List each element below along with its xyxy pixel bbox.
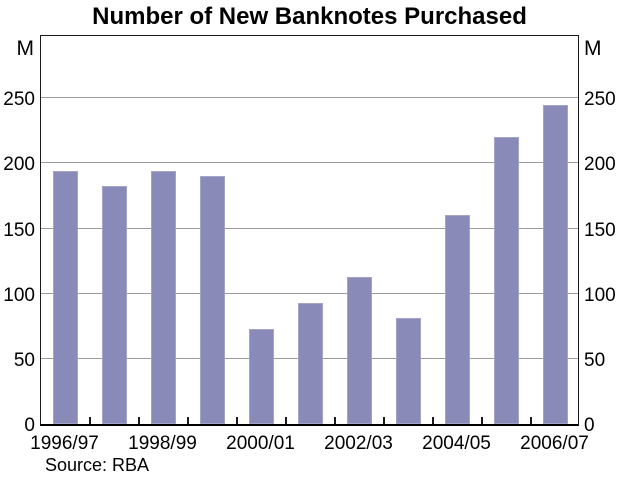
bar-1999/00 — [200, 176, 225, 424]
y-tick-label-right-50: 50 — [584, 349, 606, 371]
y-tick-label-left-200: 200 — [3, 154, 35, 176]
x-axis-tick — [236, 417, 238, 424]
x-tick-label-1996/97: 1996/97 — [30, 433, 99, 454]
y-tick-label-right-250: 250 — [584, 89, 616, 111]
gridline-250 — [41, 97, 578, 99]
bar-2001/02 — [298, 302, 323, 424]
chart-title: Number of New Banknotes Purchased — [92, 3, 527, 30]
bar-2002/03 — [347, 276, 372, 424]
x-axis-tick — [481, 417, 483, 424]
plot-area — [40, 35, 579, 426]
x-axis-tick — [383, 417, 385, 424]
bar-2004/05 — [445, 215, 470, 424]
gridline-200 — [41, 162, 578, 164]
x-tick-label-2002/03: 2002/03 — [324, 433, 393, 454]
x-tick-label-2004/05: 2004/05 — [422, 433, 491, 454]
y-tick-label-left-250: 250 — [3, 89, 35, 111]
x-tick-label-2000/01: 2000/01 — [226, 433, 295, 454]
y-axis-unit-right: M — [584, 37, 602, 60]
y-tick-label-left-50: 50 — [13, 349, 35, 371]
y-axis-unit-left: M — [16, 37, 35, 60]
bar-2005/06 — [494, 137, 519, 424]
x-axis-tick — [138, 417, 140, 424]
gridline-150 — [41, 227, 578, 229]
bar-2000/01 — [249, 328, 274, 424]
gridline-100 — [41, 292, 578, 294]
y-tick-label-left-150: 150 — [3, 219, 35, 241]
y-tick-label-right-0: 0 — [584, 415, 595, 436]
x-tick-label-2006/07: 2006/07 — [520, 433, 589, 454]
x-axis-tick — [530, 417, 532, 424]
y-tick-label-right-150: 150 — [584, 219, 616, 241]
y-tick-label-right-100: 100 — [584, 284, 616, 306]
bar-1996/97 — [53, 171, 78, 424]
y-tick-label-right-200: 200 — [584, 154, 616, 176]
x-axis-tick — [285, 417, 287, 424]
x-axis-tick — [334, 417, 336, 424]
x-tick-label-1998/99: 1998/99 — [128, 433, 197, 454]
bar-1997/98 — [102, 185, 127, 424]
bar-2006/07 — [543, 104, 568, 424]
x-axis-tick — [89, 417, 91, 424]
y-tick-label-left-100: 100 — [3, 284, 35, 306]
x-axis-tick — [432, 417, 434, 424]
y-tick-label-left-0: 0 — [24, 415, 35, 436]
bar-1998/99 — [151, 171, 176, 424]
bar-2003/04 — [396, 318, 421, 424]
x-axis-tick — [187, 417, 189, 424]
source-note: Source: RBA — [45, 455, 150, 475]
